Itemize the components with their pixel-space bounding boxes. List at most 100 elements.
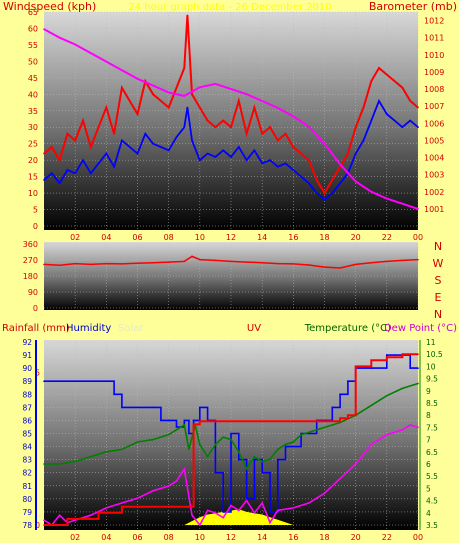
- uv-axis-label: UV: [247, 323, 261, 334]
- humidity-point: [89, 380, 92, 383]
- barometer-tick-label: 1010: [424, 51, 444, 60]
- windspeed-average-point: [82, 159, 84, 161]
- dewpoint-point: [230, 504, 232, 507]
- humidity-tick-label: 84: [22, 443, 32, 452]
- temperature-point: [43, 463, 45, 465]
- windspeed-average-point: [105, 152, 108, 155]
- direction-tick-label: 0: [33, 304, 38, 313]
- x-tick-label: 22: [382, 233, 392, 242]
- humidity-point: [284, 445, 287, 448]
- windspeed-average-point: [89, 172, 92, 175]
- direction-label-s: S: [435, 274, 442, 287]
- rainfall-point: [276, 420, 279, 423]
- windspeed-tick-label: 40: [28, 90, 38, 99]
- windspeed-gust-point: [347, 152, 349, 155]
- rainfall-point: [188, 505, 190, 508]
- rainfall-point: [339, 417, 341, 420]
- wind-direction-point: [401, 259, 404, 262]
- barometer-tick-label: 1008: [424, 85, 444, 94]
- windspeed-tick-label: 55: [28, 41, 38, 50]
- x-tick-label: 06: [132, 533, 142, 542]
- windspeed-gust-point: [97, 126, 100, 129]
- temperature-point: [121, 448, 123, 451]
- humidity-tick-label: 87: [22, 403, 32, 412]
- rainfall-point: [152, 505, 154, 508]
- barometer-point: [308, 125, 310, 128]
- rainfall-point: [354, 365, 357, 368]
- temperature-tick-label: 7: [426, 436, 431, 445]
- barometer-point: [43, 28, 45, 30]
- humidity-tick-label: 79: [22, 508, 32, 517]
- windspeed-gust-point: [105, 106, 108, 109]
- windspeed-average-point: [222, 149, 225, 152]
- rainfall-point: [183, 505, 186, 508]
- dewpoint-point: [292, 507, 295, 509]
- wind-direction-point: [89, 263, 92, 266]
- wind-direction-point: [261, 261, 263, 264]
- windspeed-average-point: [261, 162, 263, 165]
- wind-direction-point: [354, 263, 357, 266]
- barometer-point: [230, 88, 232, 90]
- barometer-point: [323, 143, 326, 145]
- humidity-point: [339, 393, 341, 396]
- temperature-point: [136, 441, 139, 443]
- rainfall-point: [308, 420, 310, 423]
- windspeed-gust-point: [354, 126, 357, 129]
- windspeed-gust-point: [245, 133, 248, 135]
- windspeed-tick-label: 30: [28, 123, 38, 132]
- windspeed-gust-point: [409, 100, 412, 102]
- windspeed-gust-point: [186, 14, 189, 17]
- windspeed-tick-label: 45: [28, 74, 38, 83]
- rainfall-point: [230, 420, 232, 423]
- barometer-point: [105, 60, 108, 63]
- dewpoint-point: [183, 468, 186, 470]
- windspeed-average-point: [284, 162, 287, 165]
- windspeed-average-point: [136, 152, 139, 155]
- windspeed-gust-point: [378, 67, 380, 69]
- dewpoint-point: [253, 512, 256, 514]
- windspeed-gust-point: [269, 126, 271, 129]
- rainfall-point: [97, 512, 100, 514]
- dewpoint-point: [175, 480, 178, 482]
- humidity-point: [417, 367, 419, 369]
- rainfall-point: [261, 420, 263, 423]
- humidity-tick-label: 86: [22, 416, 32, 425]
- windspeed-average-point: [97, 162, 100, 165]
- temperature-point: [245, 468, 248, 470]
- windspeed-average-point: [378, 100, 380, 102]
- direction-label-n-bottom: N: [434, 308, 442, 321]
- humidity-tick-label: 80: [22, 495, 32, 504]
- humidity-tick-label: 82: [22, 469, 32, 478]
- humidity-point: [370, 367, 373, 369]
- x-tick-label: 08: [164, 233, 174, 242]
- windspeed-average-point: [386, 113, 388, 115]
- dewpoint-point: [191, 514, 193, 517]
- windspeed-average-point: [362, 139, 365, 142]
- solar-axis-label: Solar: [118, 323, 144, 334]
- temperature-tick-label: 4: [426, 509, 431, 518]
- wind-direction-point: [136, 262, 139, 265]
- dewpoint-point: [222, 516, 225, 519]
- windspeed-tick-label: 5: [33, 206, 38, 215]
- windspeed-gust-point: [136, 113, 139, 115]
- windspeed-average-point: [206, 152, 209, 155]
- windspeed-average-point: [183, 126, 186, 129]
- windspeed-average-point: [152, 142, 154, 145]
- temperature-point: [253, 455, 256, 458]
- temperature-point: [308, 431, 310, 434]
- humidity-point: [292, 445, 295, 448]
- humidity-point: [192, 419, 195, 422]
- x-tick-label: 00: [413, 233, 423, 242]
- humidity-point: [261, 471, 263, 474]
- humidity-point: [121, 406, 123, 409]
- temperature-tick-label: 8: [426, 411, 431, 420]
- barometer-tick-label: 1004: [424, 154, 444, 163]
- barometer-point: [386, 197, 388, 200]
- windspeed-average-point: [230, 156, 232, 158]
- windspeed-tick-label: 25: [28, 140, 38, 149]
- rainfall-point: [323, 420, 326, 423]
- barometer-tick-label: 1009: [424, 68, 444, 77]
- dewpoint-point: [43, 519, 45, 521]
- windspeed-gust-point: [82, 119, 84, 122]
